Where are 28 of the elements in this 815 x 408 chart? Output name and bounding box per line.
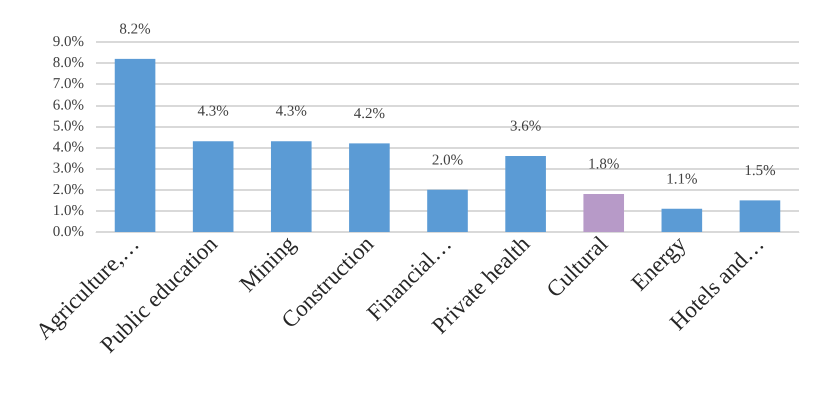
y-tick-label: 3.0% bbox=[52, 160, 84, 177]
data-label: 1.8% bbox=[588, 156, 620, 172]
bar bbox=[662, 208, 702, 232]
data-label: 2.0% bbox=[432, 152, 464, 168]
bar bbox=[349, 143, 390, 232]
y-tick-label: 9.0% bbox=[52, 34, 84, 50]
bar bbox=[505, 156, 546, 232]
bar bbox=[740, 200, 780, 232]
y-tick-label: 6.0% bbox=[52, 97, 84, 114]
y-tick-label: 0.0% bbox=[52, 224, 84, 240]
data-label: 1.1% bbox=[666, 171, 698, 188]
data-label: 1.5% bbox=[744, 162, 776, 179]
bar bbox=[583, 194, 624, 232]
y-tick-label: 5.0% bbox=[52, 118, 84, 134]
data-label: 4.3% bbox=[276, 104, 307, 120]
y-tick-label: 4.0% bbox=[52, 140, 84, 156]
data-label: 4.2% bbox=[354, 106, 386, 122]
y-tick-label: 2.0% bbox=[52, 182, 84, 198]
data-label: 3.6% bbox=[510, 118, 542, 134]
bar bbox=[270, 141, 312, 232]
data-label: 4.3% bbox=[198, 104, 229, 120]
bar bbox=[114, 58, 156, 232]
data-label: 8.2% bbox=[119, 21, 151, 38]
bar bbox=[192, 141, 234, 232]
y-tick-label: 8.0% bbox=[52, 55, 84, 72]
y-tick-label: 7.0% bbox=[52, 76, 84, 92]
bar bbox=[427, 190, 468, 232]
y-tick-label: 1.0% bbox=[52, 202, 84, 219]
